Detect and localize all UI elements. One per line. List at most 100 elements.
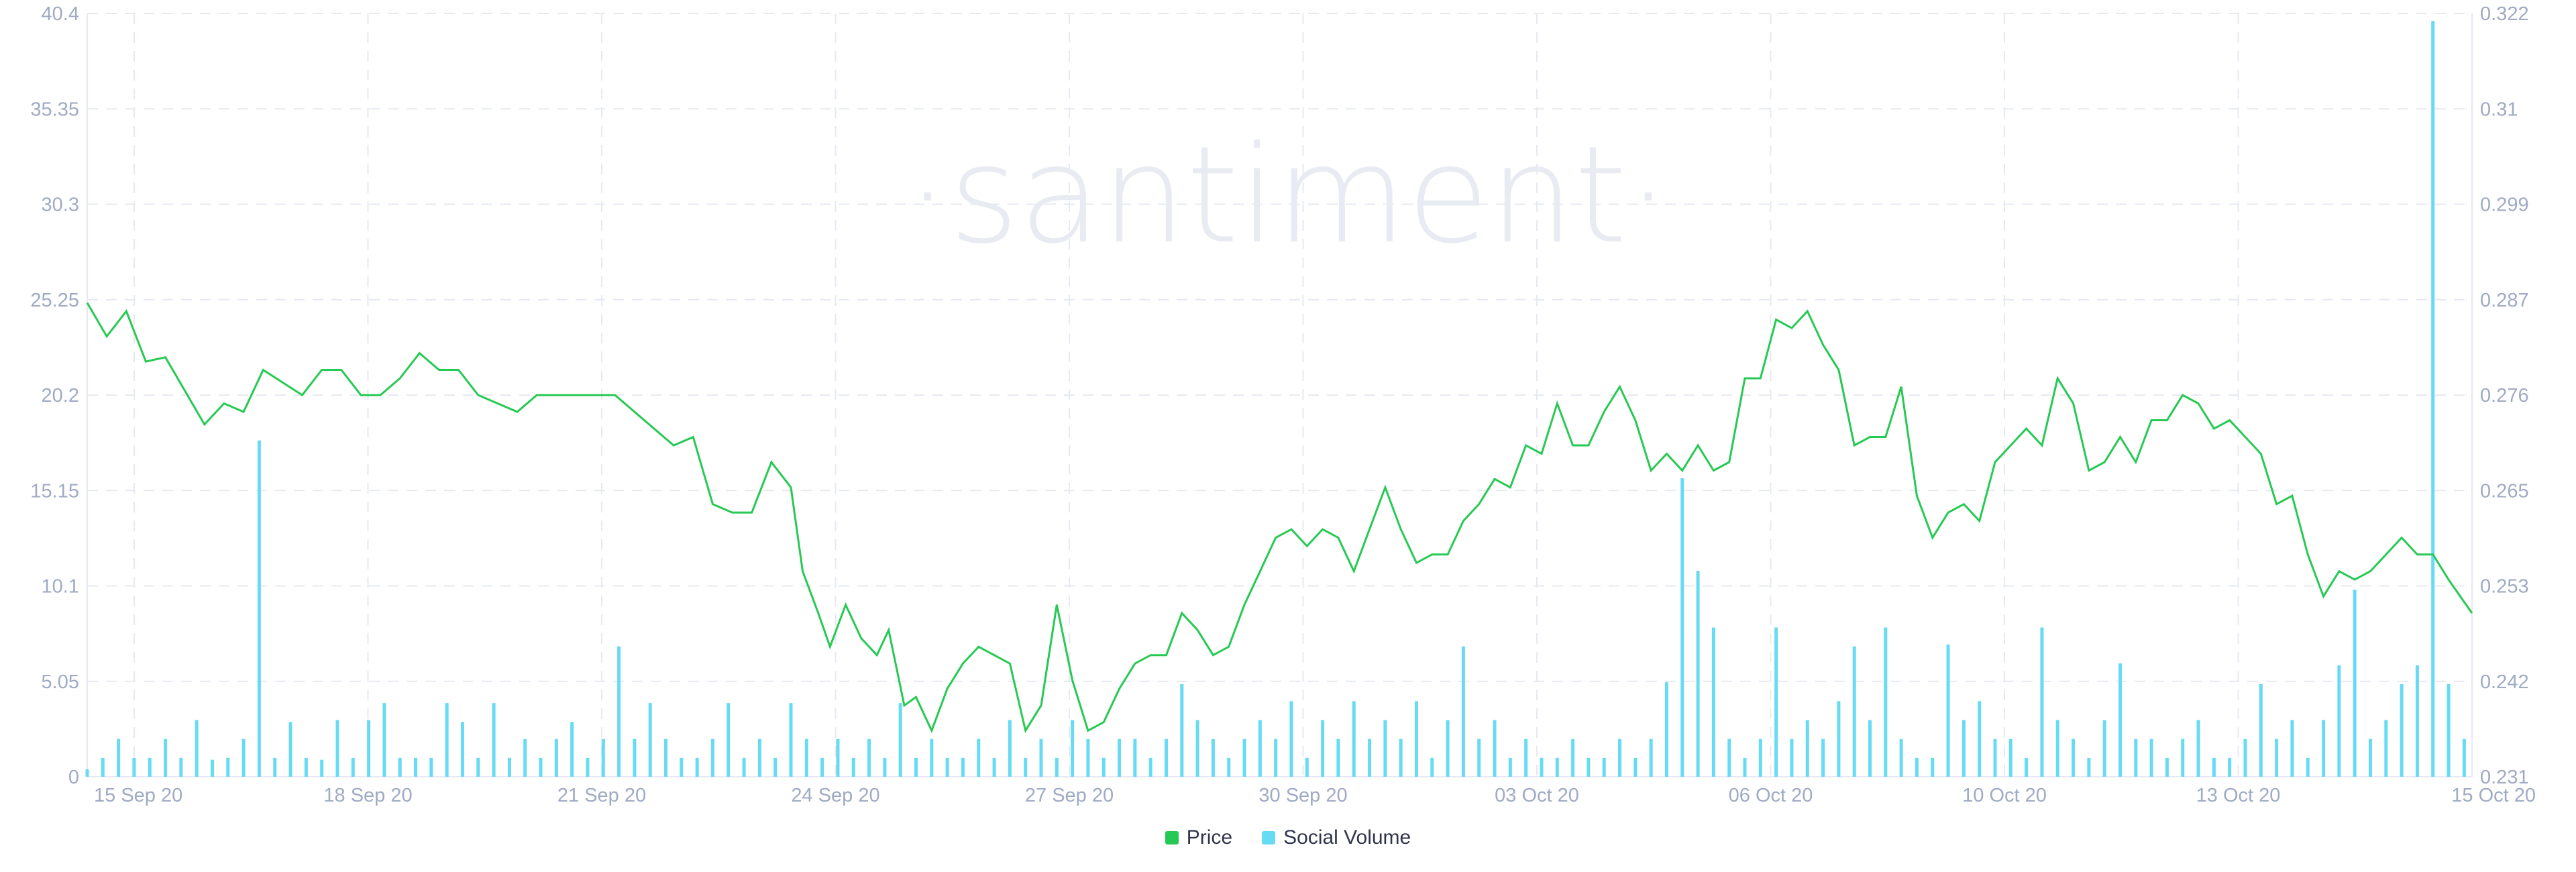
social-volume-bar [414, 757, 418, 777]
legend: Price Social Volume [0, 826, 2576, 849]
social-volume-bar [2462, 739, 2466, 777]
social-volume-bar [742, 757, 746, 777]
social-volume-bar [1305, 757, 1309, 777]
left-tick-label: 20.2 [42, 385, 79, 406]
left-tick-label: 40.4 [42, 3, 79, 25]
social-volume-bar [2243, 739, 2247, 777]
social-volume-bar [1118, 739, 1122, 777]
x-tick-label: 24 Sep 20 [791, 785, 879, 806]
social-volume-bar [304, 757, 308, 777]
social-volume-bar [1133, 739, 1137, 777]
social-volume-bar [2149, 739, 2153, 777]
social-volume-bar [2196, 720, 2200, 777]
social-volume-bar [2275, 739, 2279, 777]
social-volume-bar [1477, 739, 1481, 777]
left-tick-label: 30.3 [42, 195, 79, 216]
social-volume-bar [867, 739, 871, 777]
social-volume-swatch [1262, 831, 1276, 844]
social-volume-bar [2025, 757, 2029, 777]
legend-item-price[interactable]: Price [1165, 826, 1232, 849]
social-volume-bar [476, 757, 480, 777]
social-volume-bar [1711, 627, 1715, 777]
right-tick-label: 0.31 [2480, 99, 2518, 120]
social-volume-bar [2181, 739, 2185, 777]
social-volume-bar [961, 757, 965, 777]
social-volume-bar [351, 757, 355, 777]
social-volume-bar [132, 757, 136, 777]
left-axis-ticks: 40.4 35.35 30.3 25.25 20.2 15.15 10.1 5.05 0 [30, 3, 79, 788]
social-volume-bar [664, 739, 668, 777]
social-volume-bar [179, 757, 183, 777]
social-volume-bar [226, 757, 230, 777]
social-volume-bar [117, 739, 121, 777]
social-volume-bar [1180, 684, 1184, 777]
right-tick-label: 0.231 [2480, 767, 2529, 788]
price-swatch [1165, 831, 1179, 844]
social-volume-bar [460, 722, 464, 777]
social-volume-bar [539, 757, 543, 777]
social-volume-bar [554, 739, 558, 777]
watermark-text: ·santiment· [906, 117, 1670, 274]
legend-label-price: Price [1186, 826, 1233, 849]
social-volume-bar [1664, 682, 1668, 777]
social-volume-bar [1587, 757, 1591, 777]
social-volume-bar [851, 757, 855, 777]
social-volume-bar [1414, 701, 1418, 777]
legend-item-social-volume[interactable]: Social Volume [1262, 826, 1411, 849]
social-volume-bar [273, 757, 277, 777]
right-tick-label: 0.322 [2480, 3, 2529, 25]
social-volume-bar [2072, 739, 2076, 777]
x-axis-ticks: 15 Sep 20 18 Sep 20 21 Sep 20 24 Sep 20 27 S… [94, 785, 2536, 806]
social-volume-bars [85, 21, 2466, 777]
right-tick-label: 0.276 [2480, 385, 2529, 406]
social-volume-bar [241, 739, 246, 777]
social-volume-bar [727, 703, 731, 777]
social-volume-bar [507, 757, 511, 777]
x-tick-label: 03 Oct 20 [1495, 785, 1579, 806]
social-volume-bar [1602, 757, 1606, 777]
left-tick-label: 25.25 [30, 290, 79, 311]
social-volume-bar [1493, 720, 1497, 777]
social-volume-bar [2290, 720, 2294, 777]
social-volume-bar [1978, 701, 1982, 777]
right-tick-label: 0.253 [2480, 576, 2529, 598]
x-tick-label: 15 Sep 20 [94, 785, 182, 806]
social-volume-bar [1540, 757, 1544, 777]
social-volume-bar [164, 739, 168, 777]
social-volume-bar [2087, 757, 2091, 777]
social-volume-bar [1399, 739, 1403, 777]
social-volume-bar [1805, 720, 1809, 777]
social-volume-bar [1024, 757, 1028, 777]
right-tick-label: 0.265 [2480, 480, 2529, 502]
social-volume-bar [335, 720, 339, 777]
social-volume-bar [836, 739, 840, 777]
social-volume-bar [648, 703, 652, 777]
social-volume-bar [1758, 739, 1762, 777]
social-volume-bar [1227, 757, 1231, 777]
social-volume-bar [883, 757, 887, 777]
right-tick-label: 0.287 [2480, 290, 2529, 311]
social-volume-bar [2134, 739, 2138, 777]
social-volume-bar [1071, 720, 1075, 777]
social-volume-bar [1289, 701, 1293, 777]
social-volume-bar [85, 769, 89, 777]
social-volume-bar [586, 757, 590, 777]
social-volume-bar [195, 720, 199, 777]
social-volume-bar [1743, 757, 1747, 777]
social-volume-bar [1931, 757, 1935, 777]
x-tick-label: 21 Sep 20 [557, 785, 646, 806]
social-volume-bar [1821, 739, 1825, 777]
social-volume-bar [977, 739, 981, 777]
social-volume-bar [492, 703, 496, 777]
social-volume-bar [992, 757, 996, 777]
social-volume-bar [773, 757, 777, 777]
social-volume-bar [1211, 739, 1215, 777]
social-volume-bar [930, 739, 934, 777]
social-volume-bar [2322, 720, 2326, 777]
social-volume-bar [2400, 684, 2404, 777]
social-volume-bar [1368, 739, 1372, 777]
social-volume-bar [804, 739, 808, 777]
social-volume-bar [2102, 720, 2106, 777]
social-volume-bar [1164, 739, 1168, 777]
social-volume-bar [1148, 757, 1152, 777]
